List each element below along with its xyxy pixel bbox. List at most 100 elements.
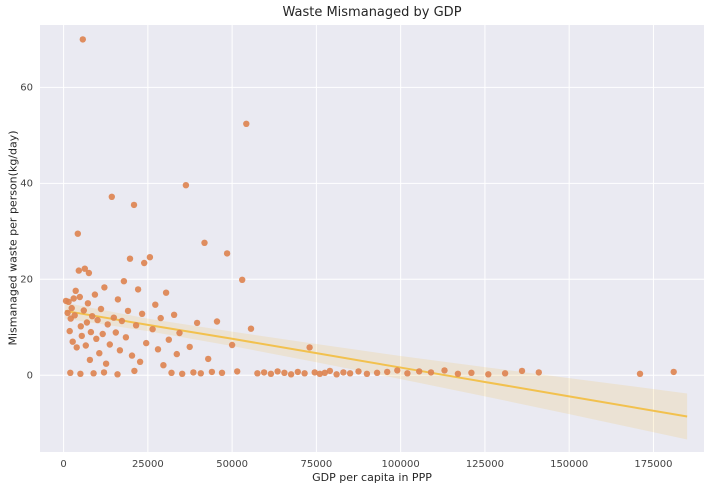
scatter-point — [427, 369, 435, 376]
scatter-point — [243, 120, 250, 128]
scatter-point — [73, 344, 80, 351]
scatter-point — [333, 371, 340, 378]
scatter-point — [287, 371, 295, 378]
scatter-point — [218, 369, 226, 376]
scatter-point — [274, 368, 281, 375]
scatter-point — [69, 338, 76, 345]
scatter-point — [114, 296, 122, 303]
y-axis-label: Mismanaged waste per person(kg/day) — [6, 130, 20, 346]
scatter-point — [68, 304, 75, 312]
scatter-point — [120, 278, 128, 285]
scatter-point — [197, 370, 204, 377]
scatter-point — [131, 367, 138, 375]
x-axis-label: GDP per capita in PPP — [312, 471, 432, 484]
scatter-point — [441, 367, 448, 374]
scatter-point — [165, 336, 172, 343]
scatter-point — [454, 370, 462, 377]
scatter-point — [636, 370, 644, 377]
scatter-point — [99, 330, 106, 338]
scatter-point — [394, 367, 401, 374]
scatter-point — [143, 339, 150, 347]
scatter-point — [416, 368, 423, 375]
scatter-point — [94, 316, 101, 324]
scatter-point — [126, 255, 134, 262]
scatter-point — [83, 319, 91, 326]
scatter-point — [72, 287, 79, 294]
scatter-point — [267, 370, 275, 377]
scatter-point — [64, 309, 71, 317]
scatter-point — [149, 326, 156, 333]
scatter-point — [157, 314, 164, 322]
scatter-point — [141, 259, 148, 267]
scatter-point — [100, 369, 108, 376]
scatter-point — [321, 369, 328, 376]
scatter-point — [146, 254, 154, 261]
scatter-point — [82, 342, 90, 349]
scatter-point — [70, 295, 77, 302]
scatter-point — [160, 362, 167, 369]
scatter-point — [154, 346, 162, 353]
scatter-point — [128, 352, 136, 359]
scatter-point — [193, 319, 201, 327]
scatter-point — [170, 311, 178, 318]
scatter-point — [260, 369, 268, 376]
scatter-point — [670, 368, 677, 376]
scatter-point — [182, 182, 190, 189]
x-tick-label: 175000 — [634, 459, 672, 470]
scatter-point — [87, 328, 95, 336]
regression-line — [65, 309, 688, 418]
y-tick-label: 40 — [20, 179, 33, 190]
scatter-point — [110, 314, 118, 321]
scatter-point — [85, 269, 93, 277]
scatter-point — [81, 265, 89, 272]
y-tick-label: 60 — [20, 83, 33, 94]
scatter-point — [254, 370, 261, 377]
scatter-point — [205, 355, 212, 363]
scatter-point — [239, 276, 246, 283]
scatter-point — [124, 307, 132, 315]
scatter-point — [91, 291, 99, 298]
scatter-point — [112, 329, 120, 336]
scatter-point — [122, 334, 130, 341]
scatter-point — [301, 370, 308, 377]
scatter-point — [468, 369, 475, 376]
scatter-point — [130, 201, 138, 209]
scatter-point — [363, 370, 371, 377]
x-tick-label: 50000 — [216, 459, 248, 470]
scatter-point — [138, 310, 146, 317]
scatter-point — [78, 332, 86, 340]
scatter-point — [152, 301, 159, 308]
scatter-point — [108, 193, 116, 200]
scatter-point — [114, 371, 121, 378]
scatter-point — [104, 321, 111, 328]
x-tick-label: 75000 — [300, 459, 332, 470]
scatter-point — [106, 341, 114, 348]
scatter-point — [71, 312, 78, 319]
scatter-point — [228, 341, 236, 349]
scatter-point — [116, 347, 124, 354]
scatter-point — [89, 313, 96, 320]
scatter-point — [213, 318, 221, 325]
scatter-point — [306, 344, 313, 351]
scatter-point — [77, 323, 85, 330]
scatter-point — [340, 369, 347, 376]
scatter-point — [485, 371, 492, 378]
axes-background — [40, 25, 704, 452]
scatter-point — [223, 250, 231, 257]
scatter-point — [373, 369, 381, 376]
scatter-point — [326, 367, 334, 375]
scatter-point — [518, 367, 526, 375]
x-tick-label: 150000 — [550, 459, 588, 470]
x-tick-label: 125000 — [466, 459, 504, 470]
scatter-point — [90, 370, 97, 377]
scatter-point — [162, 289, 170, 296]
scatter-point — [80, 307, 88, 314]
scatter-point — [136, 358, 144, 365]
scatter-point — [102, 360, 110, 367]
scatter-point — [294, 368, 301, 376]
scatter-point — [186, 343, 193, 351]
scatter-point — [173, 350, 180, 358]
scatter-point — [93, 335, 100, 342]
